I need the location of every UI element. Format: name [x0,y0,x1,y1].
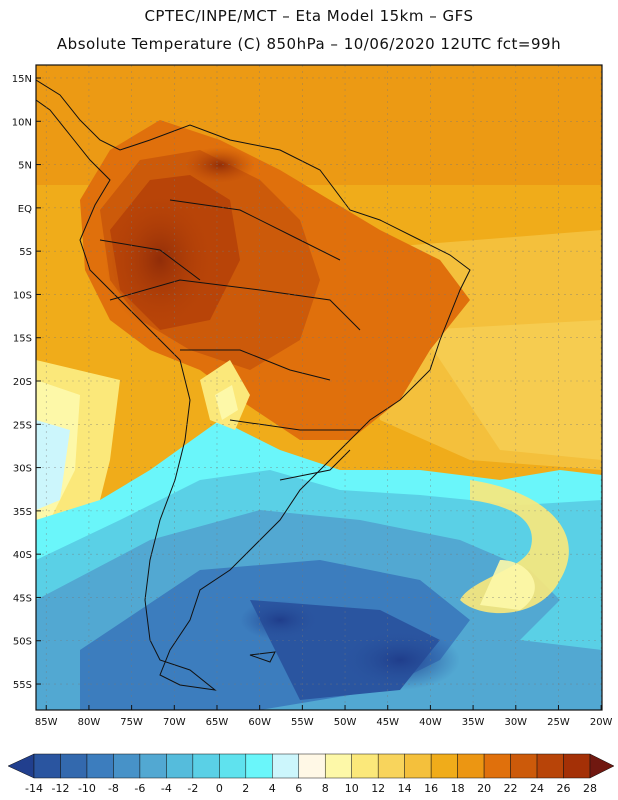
lon-label: 35W [462,717,485,728]
lat-label: 15N [12,74,32,85]
colorbar-box [113,753,141,779]
colorbar-box [483,753,511,779]
colorbar-box [245,753,273,779]
colorbar [7,753,615,779]
colorbar-box [139,753,167,779]
lon-label: 55W [291,717,314,728]
latitude-labels: 15N 10N 5N EQ 5S 10S 15S 20S 25S 30S 35S 40S 45S 50S 5… [12,74,41,691]
lon-label: 40W [419,717,442,728]
colorbar-box [272,753,300,779]
lat-label: 10N [12,117,32,128]
colorbar-label: 6 [295,782,303,795]
colorbar-box [351,753,379,779]
colorbar-box [60,753,88,779]
lon-label: 30W [504,717,527,728]
colorbar-box [298,753,326,779]
colorbar-box [166,753,194,779]
lat-label: 5N [18,161,32,172]
lon-label: 25W [547,717,570,728]
colorbar-label: 10 [344,782,359,795]
lon-label: 20W [590,717,613,728]
colorbar-box [192,753,220,779]
lon-label: 70W [163,717,186,728]
coastlines [36,79,471,691]
colorbar-box [430,753,458,779]
lon-label: 65W [206,717,229,728]
colorbar-label: -4 [160,782,172,795]
lon-label: 75W [120,717,143,728]
colorbar-label: 12 [371,782,386,795]
colorbar-box [536,753,564,779]
colorbar-box [404,753,432,779]
lat-label: 55S [13,680,32,691]
colorbar-box [377,753,405,779]
colorbar-box [86,753,114,779]
map-title-line1: CPTEC/INPE/MCT – Eta Model 15km – GFS [144,7,474,25]
map-title-line2: Absolute Temperature (C) 850hPa – 10/06/… [56,35,562,53]
colorbar-label: 4 [268,782,276,795]
lat-label: 50S [13,637,32,648]
colorbar-label: -6 [134,782,146,795]
lat-label: EQ [18,204,32,215]
colorbar-label: -2 [187,782,199,795]
colorbar-label: 28 [583,782,597,795]
colorbar-label: 22 [503,782,518,795]
colorbar-label: 16 [424,782,439,795]
colorbar-arrow-high [589,753,615,779]
colorbar-label: -8 [107,782,119,795]
lon-label: 60W [248,717,271,728]
map-grid [36,65,602,710]
lat-label: 35S [13,507,32,518]
colorbar-label: 18 [450,782,465,795]
colorbar-box [324,753,352,779]
lon-label: 45W [376,717,399,728]
colorbar-label: 14 [397,782,412,795]
lat-label: 30S [13,464,32,475]
lat-label: 5S [19,247,32,258]
colorbar-box [219,753,247,779]
colorbar-label: 0 [215,782,223,795]
lon-label: 85W [35,717,58,728]
colorbar-box [33,753,61,779]
colorbar-label: -10 [77,782,96,795]
lat-label: 25S [13,420,32,431]
lon-label: 50W [334,717,357,728]
colorbar-label: 26 [556,782,571,795]
lat-label: 40S [13,550,32,561]
lat-label: 45S [13,593,32,604]
colorbar-label: 24 [530,782,545,795]
colorbar-label: -14 [25,782,43,795]
colorbar-label: 2 [242,782,250,795]
temperature-field [36,65,602,710]
lat-label: 20S [13,377,32,388]
colorbar-box [457,753,485,779]
colorbar-box [563,753,591,779]
colorbar-label: 20 [477,782,492,795]
lon-label: 80W [78,717,101,728]
colorbar-box [510,753,538,779]
colorbar-label: -12 [51,782,70,795]
plot-frame [35,64,603,711]
lat-label: 15S [13,334,32,345]
colorbar-label: 8 [321,782,329,795]
lat-label: 10S [13,290,32,301]
colorbar-arrow-low [7,753,35,779]
longitude-labels: 85W 80W 75W 70W 65W 60W 55W 50W 45W 40W 35W 30W 25W 2… [35,705,613,728]
